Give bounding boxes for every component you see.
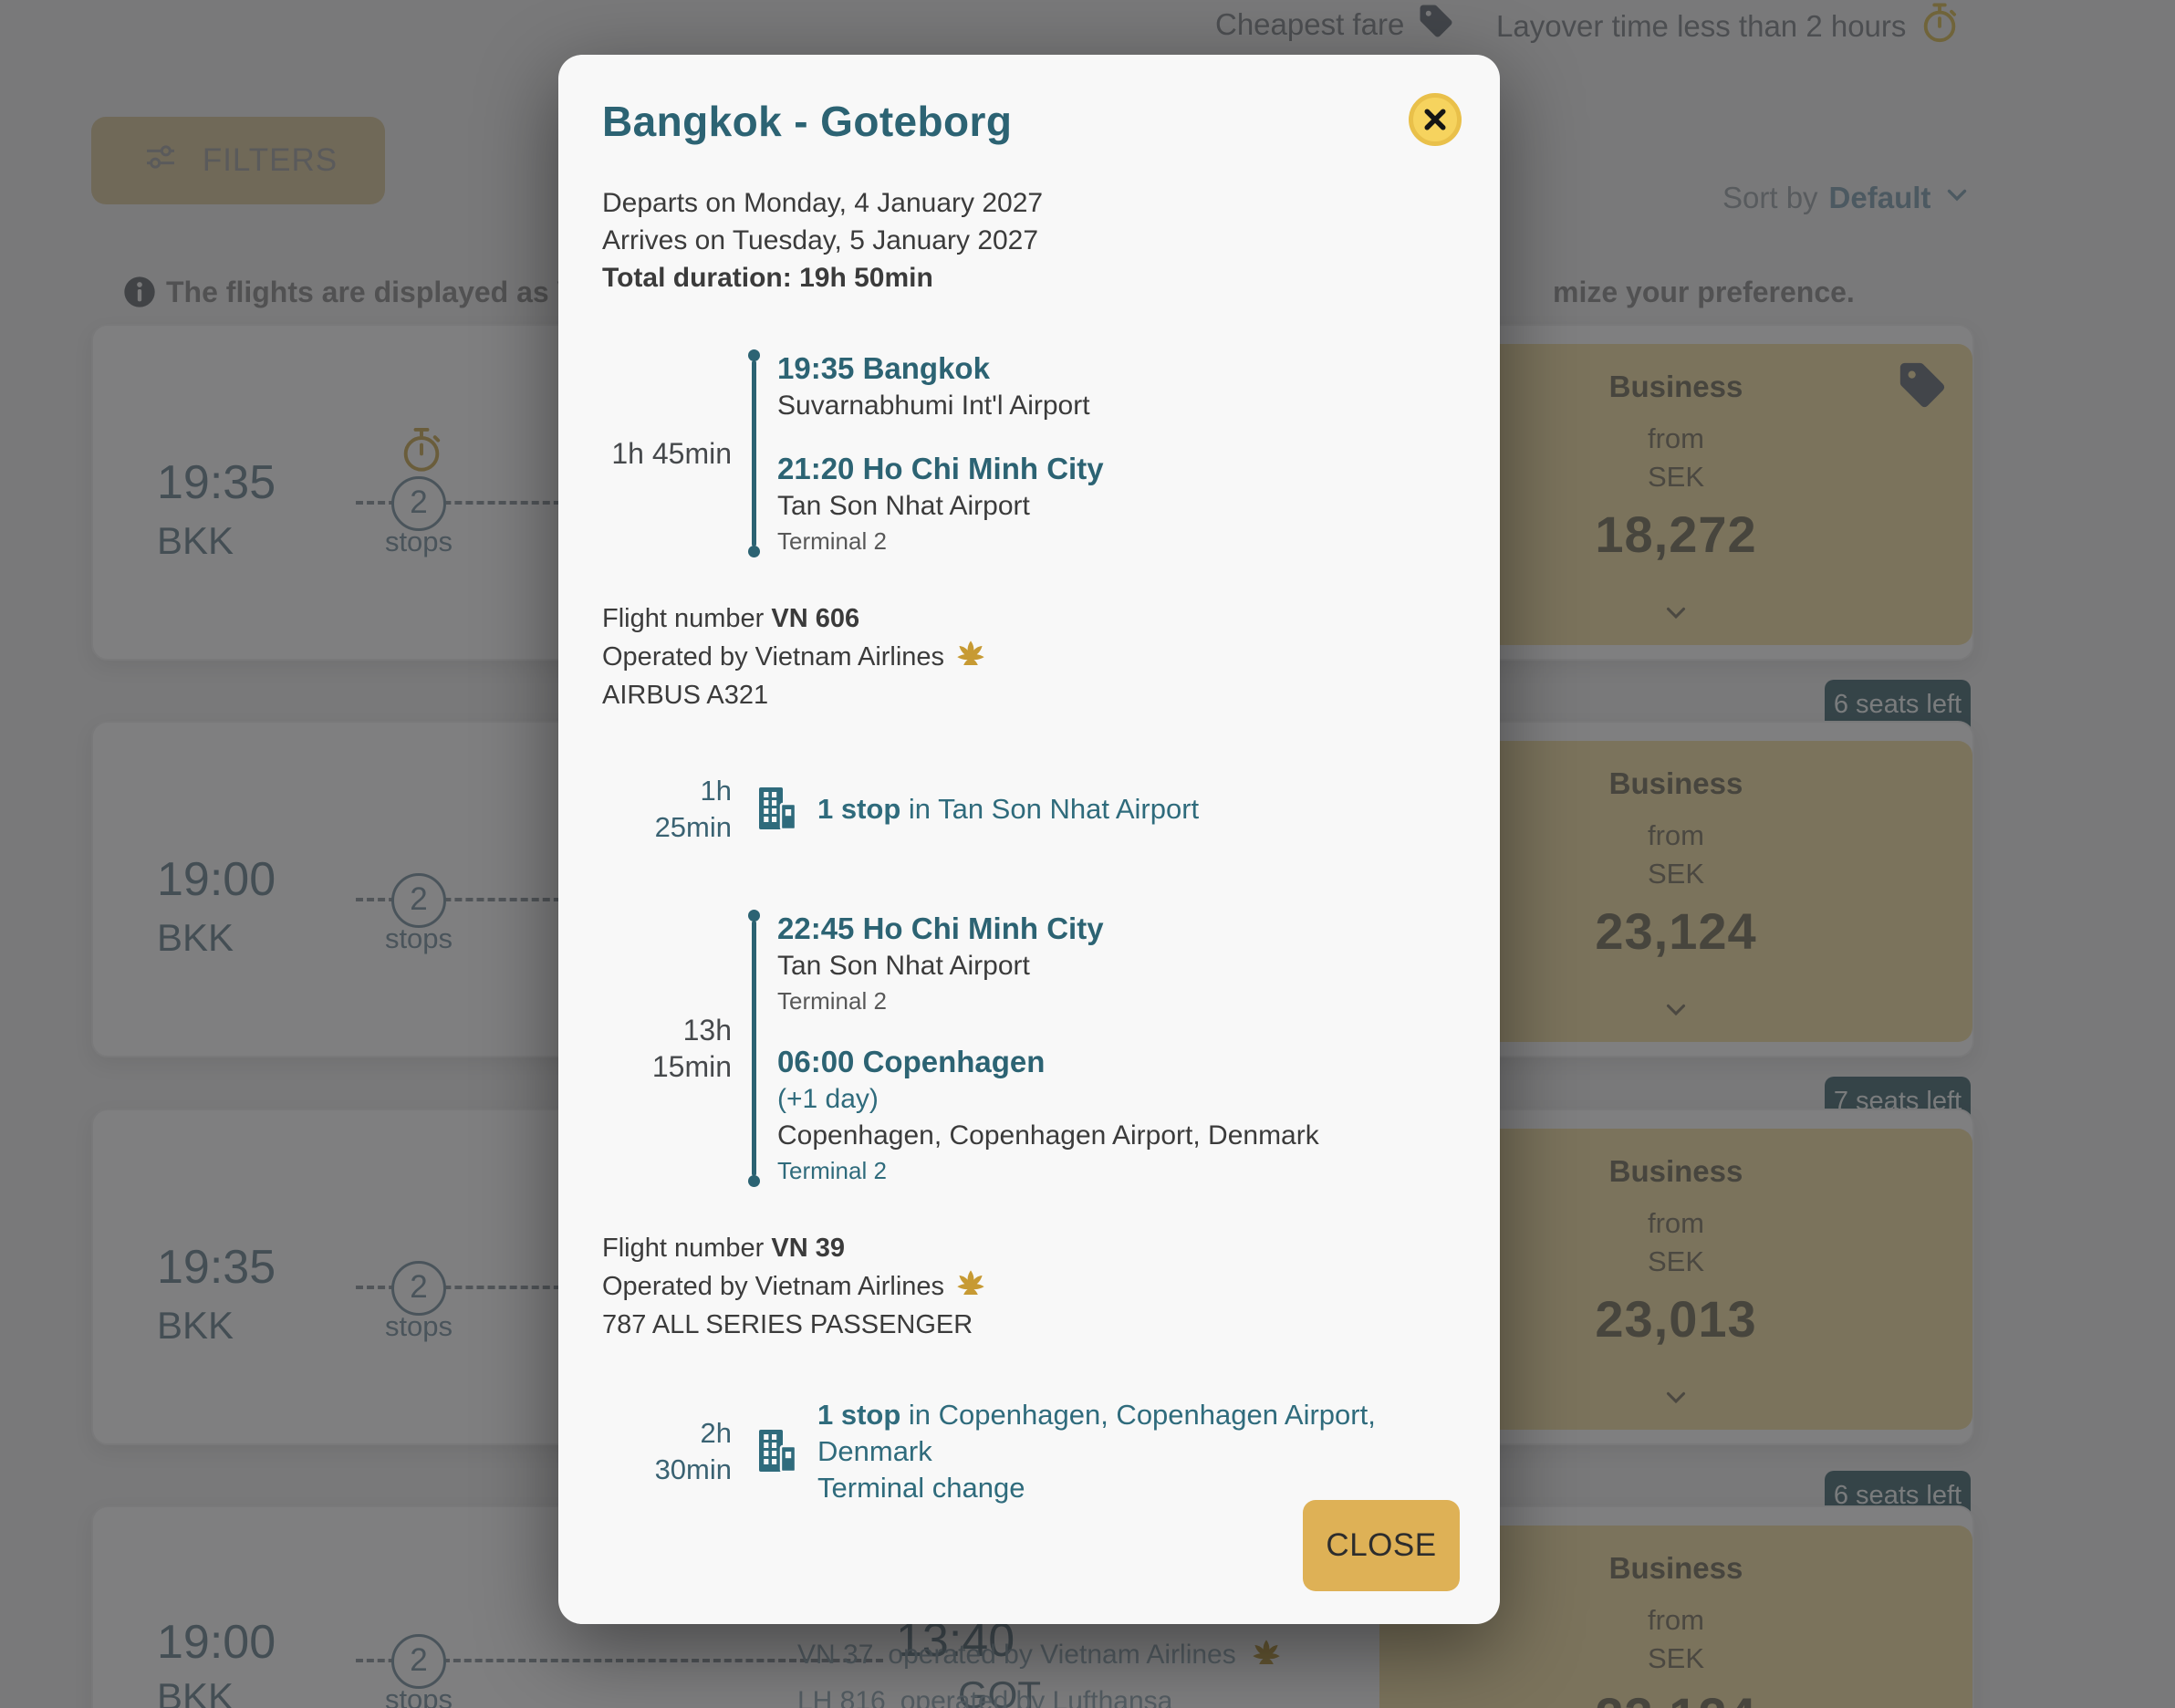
departure-station: 22:45 Ho Chi Minh City Tan Son Nhat Airp… <box>777 911 1104 1015</box>
vietnam-airlines-lotus-icon <box>955 638 986 676</box>
terminal-change-note: Terminal change <box>817 1472 1025 1504</box>
arrival-station: 21:20 Ho Chi Minh City Tan Son Nhat Airp… <box>777 452 1104 555</box>
segment-duration: 1h 45min <box>611 437 732 470</box>
segment-stations: 19:35 Bangkok Suvarnabhumi Int'l Airport… <box>777 349 1456 557</box>
departs-line: Departs on Monday, 4 January 2027 <box>602 188 1044 218</box>
airport-building-icon <box>752 1424 803 1480</box>
arrives-line: Arrives on Tuesday, 5 January 2027 <box>602 225 1039 255</box>
vietnam-airlines-lotus-icon <box>955 1267 986 1306</box>
flight-details-modal: Bangkok - Goteborg Departs on Monday, 4 … <box>558 55 1500 1624</box>
segment-stations: 22:45 Ho Chi Minh City Tan Son Nhat Airp… <box>777 910 1456 1187</box>
layover-row: 2h 30min 1 stop in Copenhagen, Copenhage… <box>602 1397 1456 1506</box>
layover-duration: 2h 30min <box>654 1417 732 1485</box>
flight-meta: Flight number VN 606 Operated by Vietnam… <box>602 599 1456 714</box>
total-duration-line: Total duration: 19h 50min <box>602 263 933 293</box>
layover-description: 1 stop in Copenhagen, Copenhagen Airport… <box>817 1397 1456 1506</box>
close-icon[interactable] <box>1409 93 1462 146</box>
arrival-station: 06:00 Copenhagen (+1 day) Copenhagen, Co… <box>777 1043 1456 1187</box>
flight-number: VN 606 <box>771 604 860 633</box>
flight-meta: Flight number VN 39 Operated by Vietnam … <box>602 1229 1456 1344</box>
flight-segment: 13h 15min 22:45 Ho Chi Minh City Tan Son… <box>602 910 1456 1187</box>
plus-one-day: (+1 day) <box>777 1084 879 1114</box>
segment-duration: 13h 15min <box>651 1014 732 1083</box>
layover-row: 1h 25min 1 stop in Tan Son Nhat Airport <box>602 773 1456 846</box>
flight-segment: 1h 45min 19:35 Bangkok Suvarnabhumi Int'… <box>602 349 1456 557</box>
timeline <box>737 910 777 1187</box>
itinerary-summary: Departs on Monday, 4 January 2027 Arrive… <box>602 184 1456 297</box>
aircraft-type: 787 ALL SERIES PASSENGER <box>602 1310 973 1339</box>
close-button[interactable]: CLOSE <box>1303 1500 1460 1591</box>
modal-title: Bangkok - Goteborg <box>602 98 1013 145</box>
aircraft-type: AIRBUS A321 <box>602 681 769 710</box>
departure-station: 19:35 Bangkok Suvarnabhumi Int'l Airport <box>777 351 1090 421</box>
timeline <box>737 349 777 557</box>
flight-number: VN 39 <box>771 1234 845 1263</box>
airport-building-icon <box>752 782 803 838</box>
layover-duration: 1h 25min <box>654 775 732 843</box>
layover-description: 1 stop in Tan Son Nhat Airport <box>817 793 1200 825</box>
